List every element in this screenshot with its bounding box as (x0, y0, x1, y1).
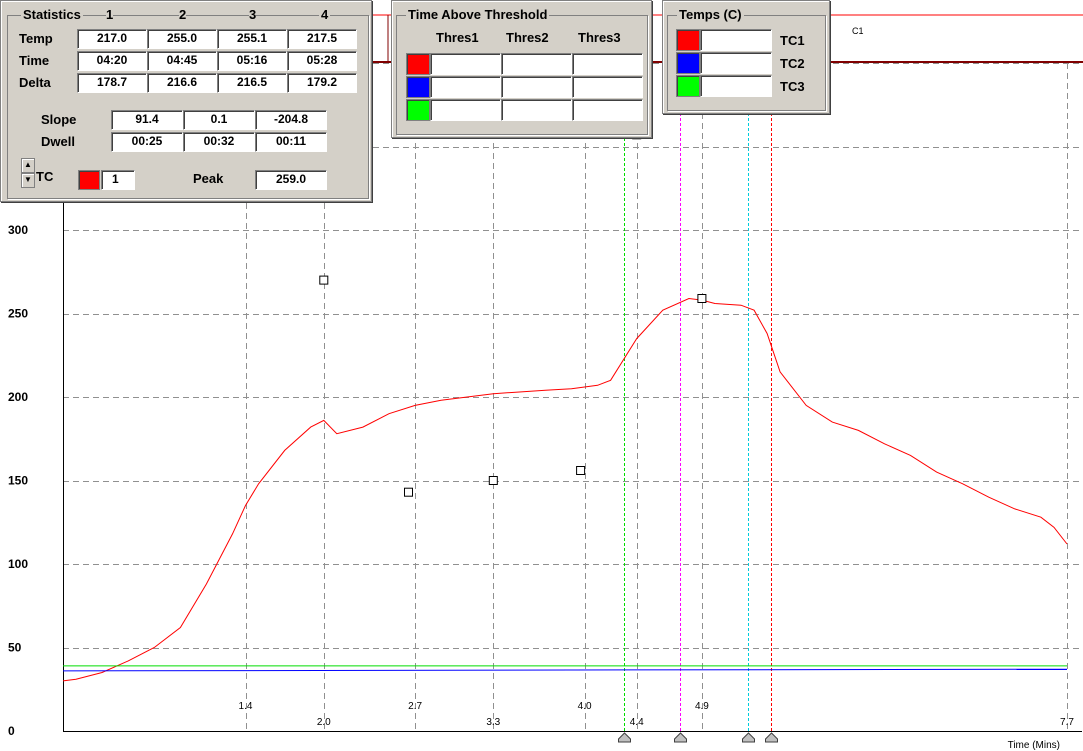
temp-2: 255.0 (147, 29, 217, 49)
cursor-handle-2[interactable] (674, 732, 687, 743)
c1-line-label: C1 (852, 26, 864, 36)
col-header-4: 4 (319, 7, 331, 22)
data-marker-3 (404, 487, 413, 497)
threshold-green-1 (430, 99, 501, 121)
time-1: 04:20 (77, 51, 147, 71)
temp-4: 217.5 (287, 29, 357, 49)
x-tick-2.0: 2.0 (317, 717, 331, 728)
threshold-green-swatch (406, 99, 430, 121)
temp-1: 217.0 (77, 29, 147, 49)
delta-3: 216.5 (217, 73, 287, 93)
threshold-blue-1 (430, 76, 501, 98)
cursor-handle-4[interactable] (765, 732, 778, 743)
y-tick-150: 150 (8, 474, 28, 488)
col-header-2: 2 (179, 7, 187, 22)
x-tick-4.9: 4.9 (695, 701, 709, 712)
tc-number-field[interactable]: 1 (101, 170, 135, 190)
threshold-title: Time Above Threshold (406, 7, 550, 22)
x-tick-3.3: 3.3 (486, 717, 500, 728)
tc1-label: TC1 (780, 33, 805, 48)
row-label-delta: Delta (19, 75, 51, 90)
peak-value: 259.0 (255, 170, 327, 190)
dwell-2: 00:32 (183, 132, 255, 152)
y-tick-250: 250 (8, 307, 28, 321)
data-marker-4 (488, 476, 498, 485)
tc-label: TC (36, 169, 54, 184)
time-2: 04:45 (147, 51, 217, 71)
data-marker-7 (697, 294, 707, 303)
delta-2: 216.6 (147, 73, 217, 93)
x-tick-7.7: 7.7 (1060, 717, 1074, 728)
delta-4: 179.2 (287, 73, 357, 93)
statistics-panel: Statistics 1 2 3 4 Temp Time Delta 217.0… (0, 0, 372, 202)
slope-2: 0.1 (183, 110, 255, 130)
threshold-blue-swatch (406, 76, 430, 98)
threshold-panel: Time Above Threshold Thres1 Thres2 Thres… (391, 0, 652, 138)
delta-1: 178.7 (77, 73, 147, 93)
dwell-1: 00:25 (111, 132, 183, 152)
threshold-red-2 (501, 53, 572, 75)
row-label-temp: Temp (19, 31, 53, 46)
slope-1: 91.4 (111, 110, 183, 130)
threshold-red-1 (430, 53, 501, 75)
y-tick-0: 0 (8, 724, 15, 738)
tc1-swatch (676, 29, 700, 51)
x-tick-2.7: 2.7 (408, 701, 422, 712)
col-header-3: 3 (249, 7, 257, 22)
dwell-3: 00:11 (255, 132, 327, 152)
dwell-label: Dwell (41, 134, 75, 149)
tc1-value (700, 29, 772, 51)
tc-spin-up-button[interactable]: ▲ (21, 158, 35, 173)
tc3-value (700, 75, 772, 97)
threshold-green-2 (501, 99, 572, 121)
y-tick-300: 300 (8, 223, 28, 237)
statistics-title: Statistics (21, 7, 83, 22)
data-marker-2 (319, 275, 329, 285)
peak-label: Peak (193, 171, 224, 186)
x-tick-1.4: 1.4 (239, 701, 253, 712)
tc3-label: TC3 (780, 79, 805, 94)
col-header-1: 1 (106, 7, 114, 22)
cursor-handle-1[interactable] (618, 732, 631, 743)
y-tick-100: 100 (8, 557, 28, 571)
thres2-header: Thres2 (506, 30, 549, 45)
temps-title: Temps (C) (677, 7, 744, 22)
time-3: 05:16 (217, 51, 287, 71)
threshold-blue-3 (572, 76, 643, 98)
x-axis-label: Time (Mins) (1008, 740, 1060, 751)
temp-3: 255.1 (217, 29, 287, 49)
thres3-header: Thres3 (578, 30, 621, 45)
x-tick-4.0: 4.0 (578, 701, 592, 712)
tc2-swatch (676, 52, 700, 74)
thres1-header: Thres1 (436, 30, 479, 45)
tc2-label: TC2 (780, 56, 805, 71)
temps-panel: Temps (C) TC1 TC2 TC3 (662, 0, 830, 114)
series-tc2 (62, 668, 1068, 672)
temps-groupbox (667, 15, 826, 111)
tc2-value (700, 52, 772, 74)
data-marker-5 (576, 466, 586, 475)
tc3-swatch (676, 75, 700, 97)
y-tick-50: 50 (8, 641, 22, 655)
y-tick-200: 200 (8, 390, 28, 404)
time-4: 05:28 (287, 51, 357, 71)
threshold-red-3 (572, 53, 643, 75)
slope-label: Slope (41, 112, 77, 127)
tc-color-swatch (78, 170, 100, 190)
threshold-blue-2 (501, 76, 572, 98)
row-label-time: Time (19, 53, 50, 68)
slope-3: -204.8 (255, 110, 327, 130)
tc-spin-down-button[interactable]: ▼ (21, 173, 35, 188)
threshold-red-swatch (406, 53, 430, 75)
series-tc1 (62, 297, 1068, 682)
statistics-groupbox (7, 15, 369, 199)
x-tick-4.4: 4.4 (630, 717, 644, 728)
cursor-handle-3[interactable] (742, 732, 755, 743)
threshold-green-3 (572, 99, 643, 121)
